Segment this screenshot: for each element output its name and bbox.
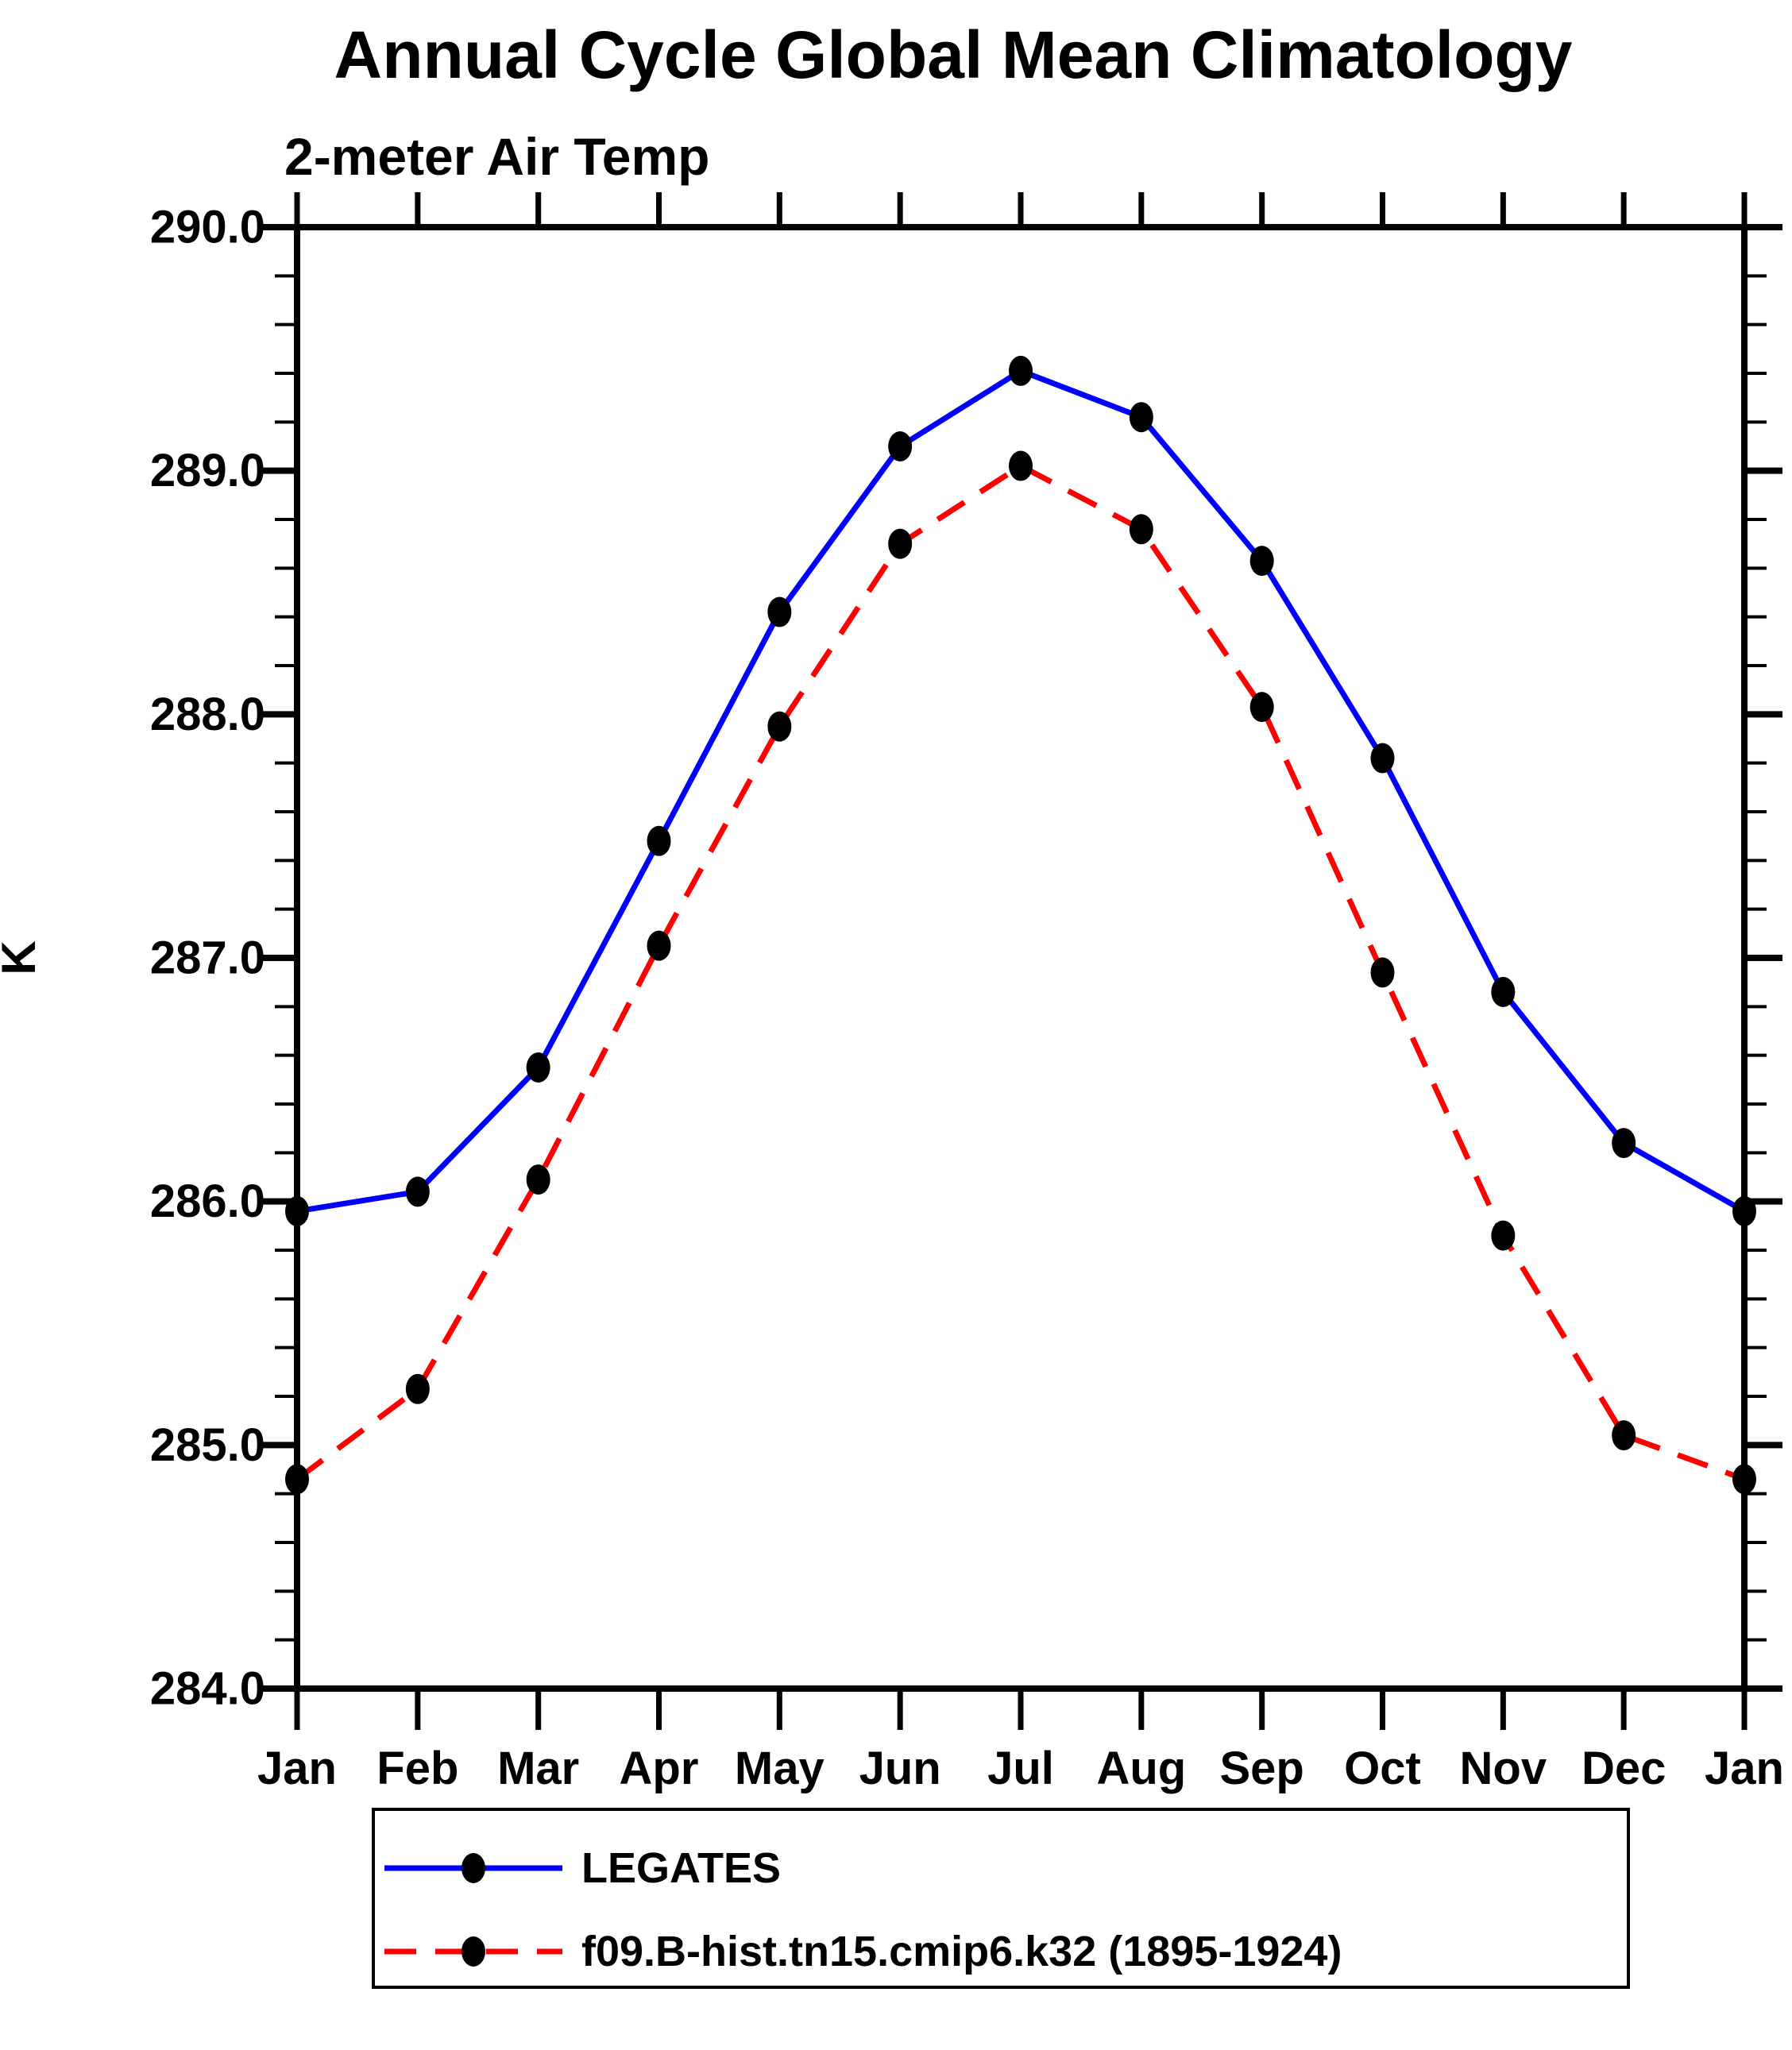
legend-marker-0 xyxy=(462,1853,485,1883)
data-point-marker xyxy=(1009,450,1033,481)
data-point-marker xyxy=(405,1373,430,1404)
series-line-0 xyxy=(296,368,1746,1214)
data-point-marker xyxy=(285,1464,309,1495)
data-point-marker xyxy=(1732,1464,1756,1495)
data-point-marker xyxy=(1249,546,1274,577)
y-tick-label: 287.0 xyxy=(150,932,265,984)
x-tick-label: Jan xyxy=(1705,1743,1784,1794)
data-point-marker xyxy=(647,930,671,961)
y-tick-label: 288.0 xyxy=(150,689,265,740)
y-tick-label: 285.0 xyxy=(150,1419,265,1471)
x-tick-label: Jul xyxy=(987,1743,1054,1794)
chart-title: Annual Cycle Global Mean Climatology xyxy=(334,17,1573,92)
data-point-marker xyxy=(1129,514,1153,545)
x-tick-label: Apr xyxy=(620,1743,699,1794)
data-point-marker xyxy=(767,596,792,627)
x-tick-label: Oct xyxy=(1344,1743,1421,1794)
x-tick-label: Jun xyxy=(859,1743,941,1794)
data-point-marker xyxy=(888,528,913,559)
chart-subtitle: 2-meter Air Temp xyxy=(284,127,709,186)
series-line-1 xyxy=(295,462,1746,1482)
data-point-marker xyxy=(1249,692,1274,723)
data-point-marker xyxy=(767,711,792,742)
plot-area: 290.0 289.0 288.0 287.0 286.0 285.0 284.0 Jan Fe… xyxy=(150,192,1784,1794)
y-axis-label: K xyxy=(0,940,45,975)
data-point-marker xyxy=(405,1176,430,1207)
x-tick-label: Dec xyxy=(1582,1743,1666,1794)
plot-frame xyxy=(294,224,1748,1692)
x-tick-label: May xyxy=(735,1743,825,1794)
data-point-marker xyxy=(1612,1420,1636,1451)
data-point-marker xyxy=(647,825,671,856)
x-tick-label: Mar xyxy=(497,1743,579,1794)
data-point-marker xyxy=(526,1164,550,1195)
x-tick-label: Aug xyxy=(1096,1743,1186,1794)
legend-box xyxy=(372,1808,1630,1989)
legend: LEGATES f09.B-hist.tn15.cmip6.k32 (1895-1… xyxy=(372,1808,1630,1989)
legend-label-1: f09.B-hist.tn15.cmip6.k32 (1895-1924) xyxy=(581,1928,1342,1975)
data-point-marker xyxy=(1491,976,1516,1007)
x-tick-label: Nov xyxy=(1460,1743,1547,1794)
x-tick-label: Sep xyxy=(1219,1743,1303,1794)
legend-marker-1 xyxy=(462,1936,485,1967)
y-tick-label: 286.0 xyxy=(150,1176,265,1227)
data-point-marker xyxy=(1612,1128,1636,1159)
data-point-marker xyxy=(1129,402,1153,433)
y-tick-label: 290.0 xyxy=(150,202,265,253)
y-tick-label: 289.0 xyxy=(150,445,265,496)
y-tick-label: 284.0 xyxy=(150,1663,265,1715)
x-tick-label: Jan xyxy=(257,1743,337,1794)
data-point-marker xyxy=(1370,957,1395,988)
data-point-marker xyxy=(888,431,913,461)
data-point-marker xyxy=(526,1052,550,1083)
legend-label-0: LEGATES xyxy=(581,1844,781,1892)
data-point-marker xyxy=(1009,355,1033,386)
data-point-marker xyxy=(1491,1220,1516,1251)
x-tick-label: Feb xyxy=(377,1743,458,1794)
data-point-marker xyxy=(1732,1195,1756,1226)
data-point-marker xyxy=(285,1195,309,1226)
data-point-marker xyxy=(1370,743,1395,774)
